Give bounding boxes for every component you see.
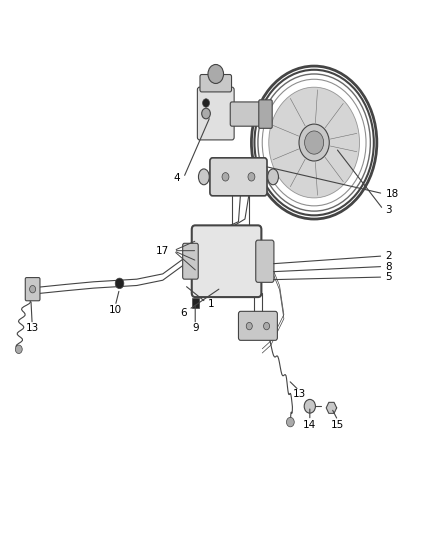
Circle shape [299,124,329,161]
FancyBboxPatch shape [230,102,262,126]
Text: 8: 8 [385,262,392,271]
Circle shape [327,402,336,413]
Circle shape [304,131,324,154]
Text: 13: 13 [25,323,39,333]
Circle shape [202,99,209,107]
Circle shape [208,64,223,84]
Circle shape [115,278,124,289]
Text: 1: 1 [207,300,214,310]
Text: 13: 13 [293,389,306,399]
Polygon shape [326,402,337,413]
Circle shape [30,286,35,293]
FancyBboxPatch shape [256,240,274,282]
Text: 9: 9 [192,323,198,333]
Circle shape [286,417,294,427]
FancyBboxPatch shape [259,100,272,128]
Ellipse shape [198,169,209,185]
Text: 3: 3 [385,205,392,215]
Text: 18: 18 [385,189,399,199]
Circle shape [269,87,360,198]
FancyBboxPatch shape [200,75,232,92]
FancyBboxPatch shape [210,158,267,196]
Text: 17: 17 [156,246,169,256]
Text: 15: 15 [331,419,345,430]
Text: 6: 6 [180,308,187,318]
Text: 10: 10 [109,305,122,315]
Text: 2: 2 [385,251,392,261]
Circle shape [264,322,270,330]
FancyBboxPatch shape [25,278,40,301]
Ellipse shape [268,169,279,185]
Text: 5: 5 [385,272,392,282]
Text: 4: 4 [173,173,180,183]
Bar [192,298,199,308]
Text: 14: 14 [303,419,316,430]
Circle shape [248,173,255,181]
FancyBboxPatch shape [198,87,234,140]
FancyBboxPatch shape [192,225,261,297]
Circle shape [246,322,252,330]
Circle shape [304,399,315,413]
Circle shape [202,108,210,119]
Circle shape [222,173,229,181]
Circle shape [15,345,22,353]
FancyBboxPatch shape [238,311,277,341]
FancyBboxPatch shape [183,243,198,279]
